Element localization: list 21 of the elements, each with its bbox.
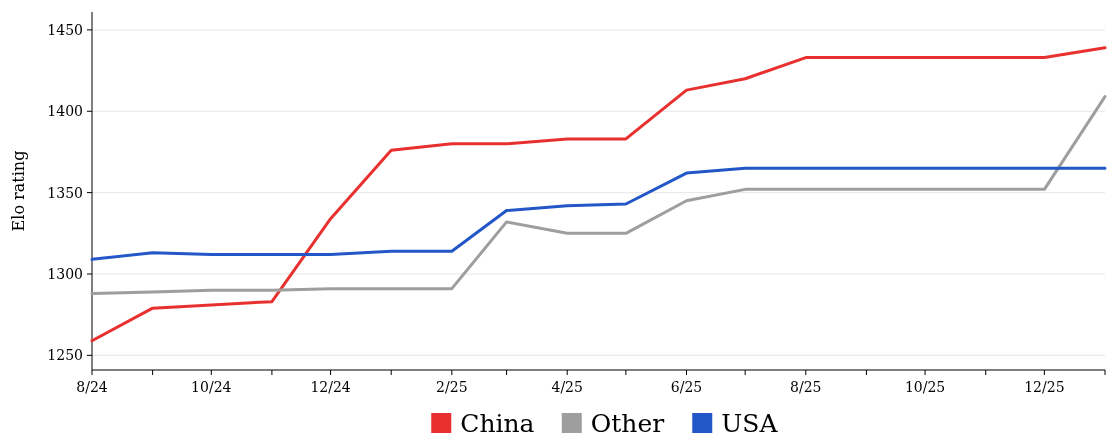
x-tick-label: 10/24 [191, 379, 232, 395]
x-tick-label: 12/25 [1024, 379, 1065, 395]
line-series [90, 166, 1107, 261]
line-series [90, 95, 1107, 296]
y-tick-label: 1450 [47, 21, 83, 38]
x-tick-label: 12/24 [310, 379, 351, 395]
legend-label: USA [721, 409, 779, 438]
legend-label: Other [590, 409, 665, 438]
x-tick-label: 2/25 [436, 379, 468, 395]
line-series [90, 46, 1107, 343]
y-tick-label: 1400 [47, 103, 83, 120]
x-tick-label: 8/24 [76, 379, 108, 395]
y-axis-title: Elo rating [9, 150, 28, 232]
y-tick-label: 1300 [47, 265, 83, 282]
x-tick-label: 6/25 [670, 379, 703, 395]
y-tick-label: 1250 [47, 347, 83, 364]
x-tick-label: 4/25 [551, 379, 583, 395]
x-tick-label: 8/25 [790, 379, 822, 395]
y-tick-label: 1350 [47, 184, 83, 201]
x-tick-label: 10/25 [904, 379, 946, 395]
legend-label: China [460, 409, 535, 438]
